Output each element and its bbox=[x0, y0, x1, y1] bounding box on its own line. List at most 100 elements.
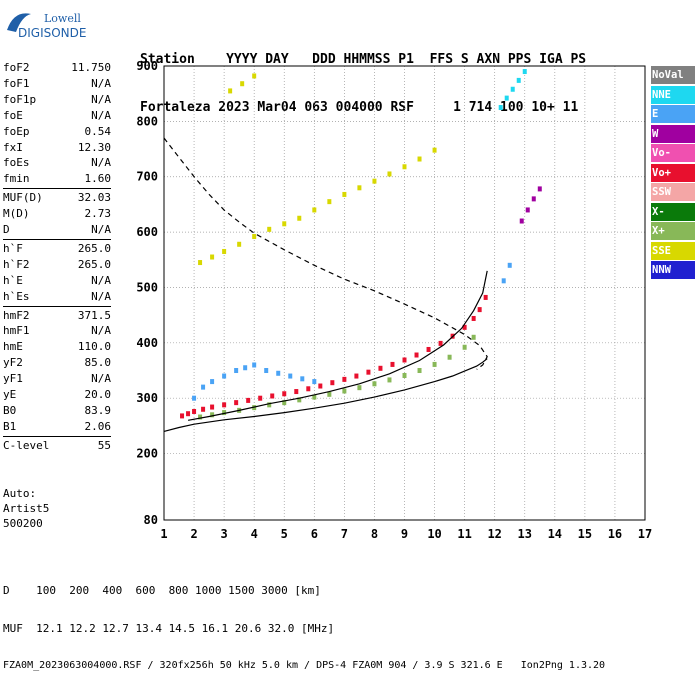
x-tick-label: 11 bbox=[457, 527, 471, 541]
param-row: hmF1 N/A bbox=[3, 323, 111, 339]
x-tick-label: 1 bbox=[160, 527, 167, 541]
x-tick-label: 3 bbox=[221, 527, 228, 541]
echo-point-vo- bbox=[201, 406, 206, 412]
param-value: 32.03 bbox=[77, 191, 111, 205]
param-value: 11.750 bbox=[71, 61, 111, 74]
trace-line bbox=[163, 358, 488, 432]
param-value: 2.06 bbox=[84, 419, 112, 433]
echo-point-vo- bbox=[246, 397, 251, 403]
echo-point-x- bbox=[417, 368, 422, 374]
echo-point-x- bbox=[327, 391, 332, 397]
echo-point-nne bbox=[504, 95, 509, 101]
param-row: hmF2 371.5 bbox=[3, 308, 111, 324]
polarization-legend: NoVal NNE E W Vo- Vo+ SSW X- X+ SSE NNW bbox=[651, 66, 695, 281]
param-value: N/A bbox=[91, 372, 111, 386]
param-name: D bbox=[3, 223, 10, 236]
param-value: N/A bbox=[91, 76, 111, 90]
station-header: Station YYYY DAY DDD HHMMSS P1 FFS S AXN… bbox=[140, 20, 586, 132]
param-name: foEp bbox=[3, 124, 30, 138]
echo-point-vo- bbox=[366, 369, 371, 375]
x-tick-label: 10 bbox=[427, 527, 441, 541]
param-value: 0.54 bbox=[84, 124, 112, 138]
echo-point-vo- bbox=[438, 340, 443, 346]
x-axis-ticks: 1 2 3 4 5 6 7 8 9 10 11 12 13 14 15 16 17 bbox=[160, 527, 652, 541]
ionogram-chart: 1 2 3 4 5 6 7 8 9 10 11 12 13 14 15 16 17 80200300400500… bbox=[136, 59, 652, 541]
echo-point-sse bbox=[387, 171, 392, 177]
param-name: fxI bbox=[3, 140, 23, 154]
param-name: foF1 bbox=[3, 76, 30, 90]
param-value: 2.73 bbox=[84, 207, 112, 221]
echo-point-vo- bbox=[294, 389, 299, 395]
echo-point-sse bbox=[222, 248, 227, 254]
footer-file-info: FZA0M_2023063004000.RSF / 320fx256h 50 k… bbox=[3, 660, 606, 671]
echo-point-e bbox=[210, 379, 215, 385]
auto-software: Artist5 bbox=[3, 502, 50, 515]
echo-point-x- bbox=[447, 354, 452, 360]
echo-point-vo- bbox=[390, 361, 395, 367]
echo-point-e bbox=[252, 362, 257, 368]
legend-item-x-: X- bbox=[651, 202, 695, 221]
echo-point-nne bbox=[498, 105, 503, 111]
echo-point-vo- bbox=[282, 391, 287, 397]
legend-item-vo-: Vo- bbox=[651, 144, 695, 162]
param-separator bbox=[3, 238, 111, 240]
x-tick-label: 12 bbox=[487, 527, 501, 541]
legend-item-nne: NNE bbox=[651, 85, 695, 104]
param-name: foEs bbox=[3, 156, 30, 170]
echo-point-e bbox=[312, 379, 317, 385]
param-name: h`F2 bbox=[3, 257, 30, 271]
x-tick-label: 2 bbox=[190, 527, 197, 541]
echo-point-e bbox=[222, 373, 227, 379]
logo-emblem bbox=[7, 13, 31, 32]
echo-point-x- bbox=[198, 414, 203, 420]
echo-point-w bbox=[519, 218, 524, 224]
y-tick-label: 500 bbox=[136, 280, 158, 294]
param-row: h`F 265.0 bbox=[3, 241, 111, 257]
echo-point-sse bbox=[357, 185, 362, 191]
echo-point-e bbox=[507, 262, 512, 268]
echo-point-sse bbox=[198, 260, 203, 266]
x-tick-label: 13 bbox=[518, 527, 532, 541]
y-tick-label: 400 bbox=[136, 336, 158, 350]
echo-point-vo- bbox=[378, 365, 383, 371]
param-row: h`F2 265.0 bbox=[3, 257, 111, 273]
echo-point-sse bbox=[312, 207, 317, 213]
param-row: foF1 N/A bbox=[3, 76, 111, 92]
param-value: 55 bbox=[97, 438, 111, 452]
y-tick-label: 900 bbox=[136, 59, 158, 73]
param-name: fmin bbox=[3, 172, 30, 186]
echo-point-vo- bbox=[471, 315, 476, 321]
echo-point-vo- bbox=[342, 376, 347, 382]
echo-point-x- bbox=[342, 388, 347, 394]
param-value: N/A bbox=[91, 92, 111, 106]
param-value: N/A bbox=[91, 273, 111, 287]
echo-point-nne bbox=[510, 86, 515, 92]
param-value: 265.0 bbox=[77, 241, 111, 255]
param-name: h`E bbox=[3, 273, 23, 287]
echo-point-sse bbox=[252, 234, 257, 240]
echo-point-vo- bbox=[414, 352, 419, 358]
auto-version: 500200 bbox=[3, 517, 43, 530]
trace-line bbox=[163, 137, 488, 370]
echo-point-x- bbox=[387, 377, 392, 383]
x-tick-label: 14 bbox=[548, 527, 562, 541]
echo-point-sse bbox=[237, 241, 242, 247]
y-tick-label: 800 bbox=[136, 114, 158, 128]
param-name: hmE bbox=[3, 340, 23, 354]
param-name: h`Es bbox=[3, 289, 30, 303]
x-tick-label: 5 bbox=[281, 527, 288, 541]
echo-point-e bbox=[501, 278, 506, 284]
param-row: foF1p N/A bbox=[3, 92, 111, 108]
param-name: foF2 bbox=[3, 61, 30, 74]
param-row: h`E N/A bbox=[3, 273, 111, 289]
echo-point-sse bbox=[210, 254, 215, 260]
echo-point-sse bbox=[432, 147, 437, 153]
echo-point-vo- bbox=[306, 386, 311, 392]
echo-point-x- bbox=[297, 397, 302, 403]
x-tick-label: 4 bbox=[251, 527, 258, 541]
legend-item-x-: X+ bbox=[651, 222, 695, 240]
auto-label: Auto: bbox=[3, 487, 37, 500]
param-name: yE bbox=[3, 388, 17, 401]
param-value: 1.60 bbox=[84, 172, 112, 186]
param-value: 12.30 bbox=[77, 140, 111, 154]
